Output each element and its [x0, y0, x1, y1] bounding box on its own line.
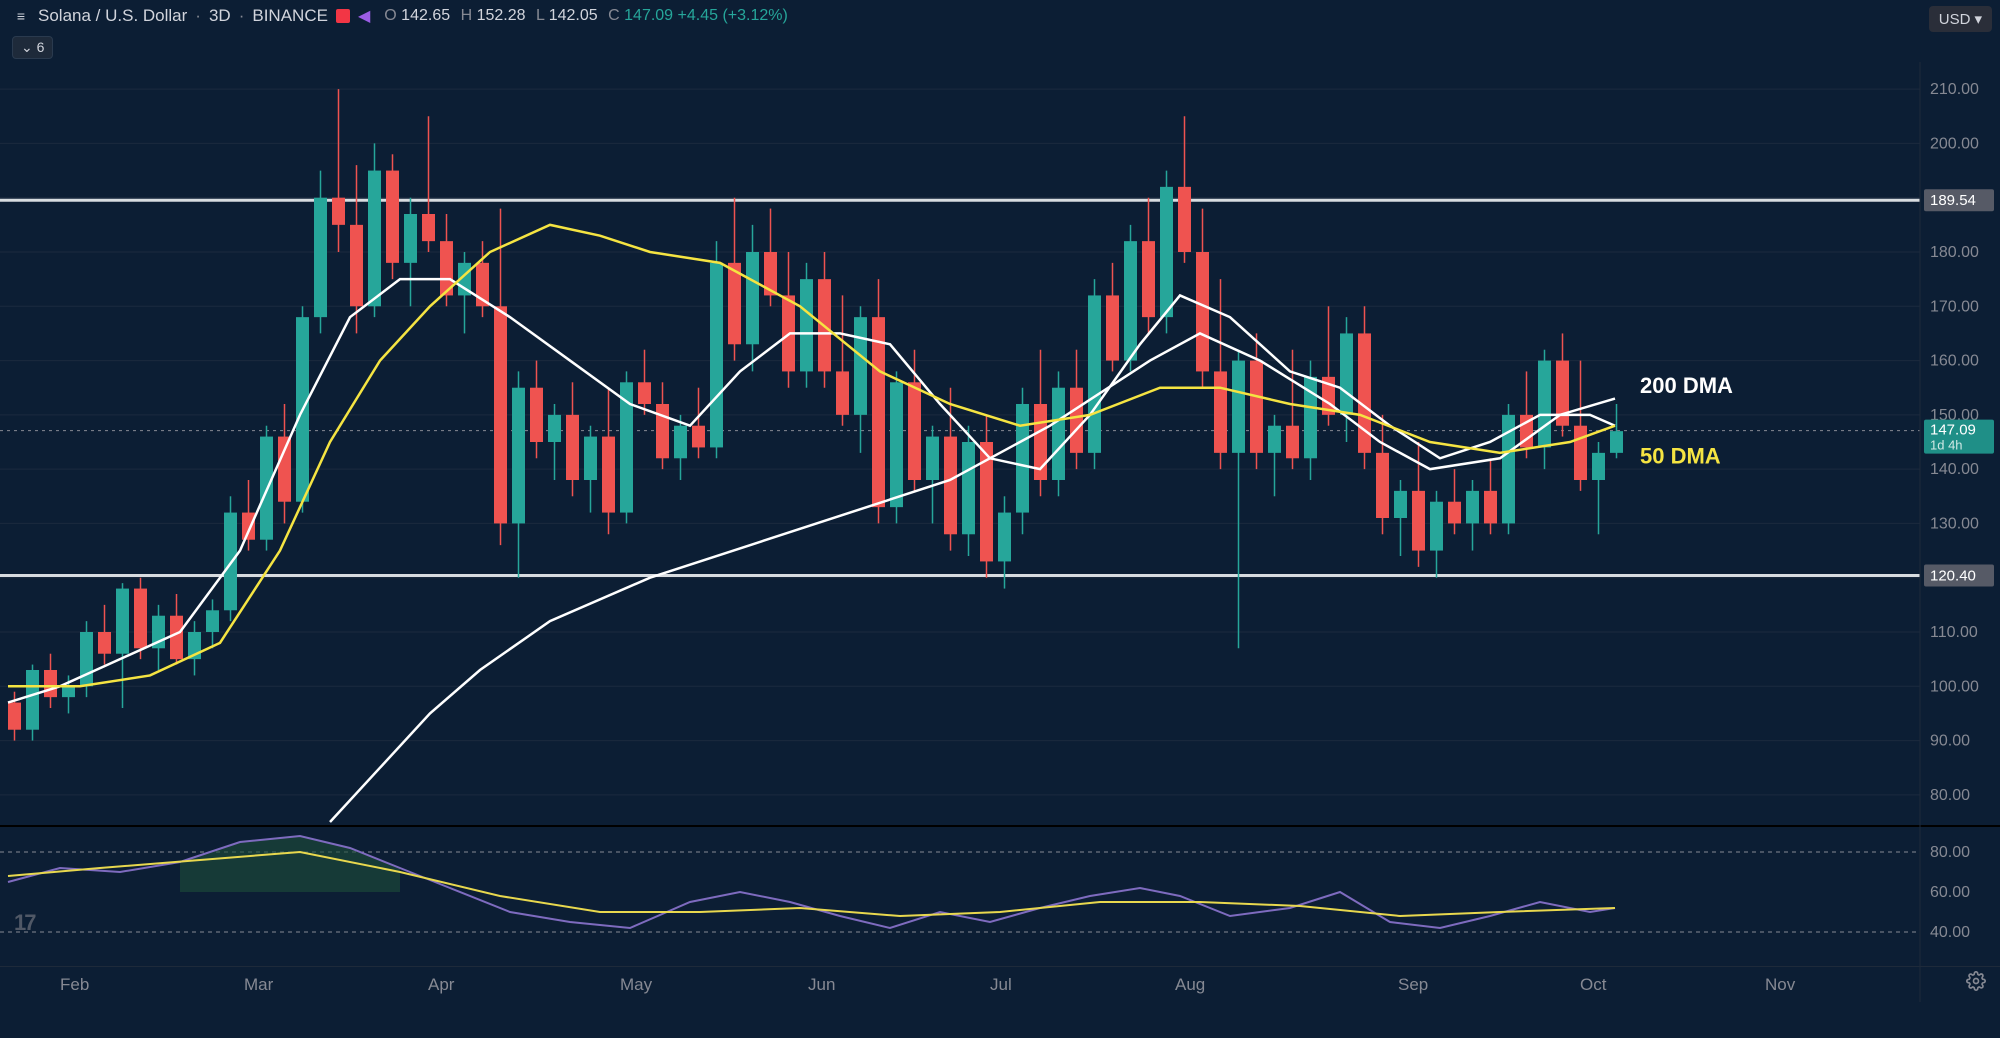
symbol-icon: ≡ — [12, 7, 30, 25]
svg-text:160.00: 160.00 — [1930, 353, 1979, 370]
month-label: Jul — [990, 975, 1012, 995]
chart-header: ≡ Solana / U.S. Dollar · 3D · BINANCE ◀ … — [0, 0, 2000, 32]
month-label: Feb — [60, 975, 89, 995]
flag-icon — [336, 9, 350, 23]
svg-text:147.09: 147.09 — [1930, 422, 1976, 439]
chart-area[interactable]: 80.0090.00100.00110.00120.00130.00140.00… — [0, 62, 2000, 1002]
svg-text:170.00: 170.00 — [1930, 298, 1979, 315]
svg-text:200.00: 200.00 — [1930, 135, 1979, 152]
svg-text:120.40: 120.40 — [1930, 568, 1976, 585]
month-label: Nov — [1765, 975, 1795, 995]
svg-text:100.00: 100.00 — [1930, 678, 1979, 695]
svg-text:140.00: 140.00 — [1930, 461, 1979, 478]
exchange-label: BINANCE — [252, 6, 328, 26]
ohlc-values: O 142.65 H 152.28 L 142.05 C 147.09 +4.4… — [378, 7, 788, 25]
indicator-toggle-row: ⌄ 6 — [0, 32, 2000, 63]
interval-label[interactable]: 3D — [209, 6, 231, 26]
time-axis[interactable]: Feb Mar Apr May Jun Jul Aug Sep Oct Nov — [0, 966, 2000, 1002]
month-label: Sep — [1398, 975, 1428, 995]
svg-text:130.00: 130.00 — [1930, 515, 1979, 532]
svg-text:210.00: 210.00 — [1930, 81, 1979, 98]
chevron-down-icon: ▾ — [1974, 10, 1982, 28]
svg-text:90.00: 90.00 — [1930, 733, 1970, 750]
svg-text:60.00: 60.00 — [1930, 884, 1970, 901]
svg-text:50 DMA: 50 DMA — [1640, 444, 1721, 469]
svg-text:189.54: 189.54 — [1930, 192, 1976, 209]
svg-text:80.00: 80.00 — [1930, 844, 1970, 861]
symbol-title[interactable]: Solana / U.S. Dollar — [38, 6, 187, 26]
month-label: Oct — [1580, 975, 1606, 995]
gear-icon[interactable] — [1966, 971, 1986, 996]
svg-text:1d 4h: 1d 4h — [1930, 438, 1963, 453]
svg-text:180.00: 180.00 — [1930, 244, 1979, 261]
svg-text:80.00: 80.00 — [1930, 787, 1970, 804]
month-label: Mar — [244, 975, 273, 995]
tradingview-logo: 17 — [14, 910, 33, 936]
month-label: Jun — [808, 975, 835, 995]
month-label: May — [620, 975, 652, 995]
svg-text:110.00: 110.00 — [1930, 624, 1978, 641]
currency-select[interactable]: USD ▾ — [1929, 6, 1992, 32]
indicator-collapse-button[interactable]: ⌄ 6 — [12, 36, 53, 59]
svg-text:40.00: 40.00 — [1930, 924, 1970, 941]
month-label: Aug — [1175, 975, 1205, 995]
share-icon[interactable]: ◀ — [358, 6, 370, 26]
chevron-down-icon: ⌄ — [21, 39, 33, 55]
svg-text:200 DMA: 200 DMA — [1640, 373, 1733, 398]
month-label: Apr — [428, 975, 454, 995]
